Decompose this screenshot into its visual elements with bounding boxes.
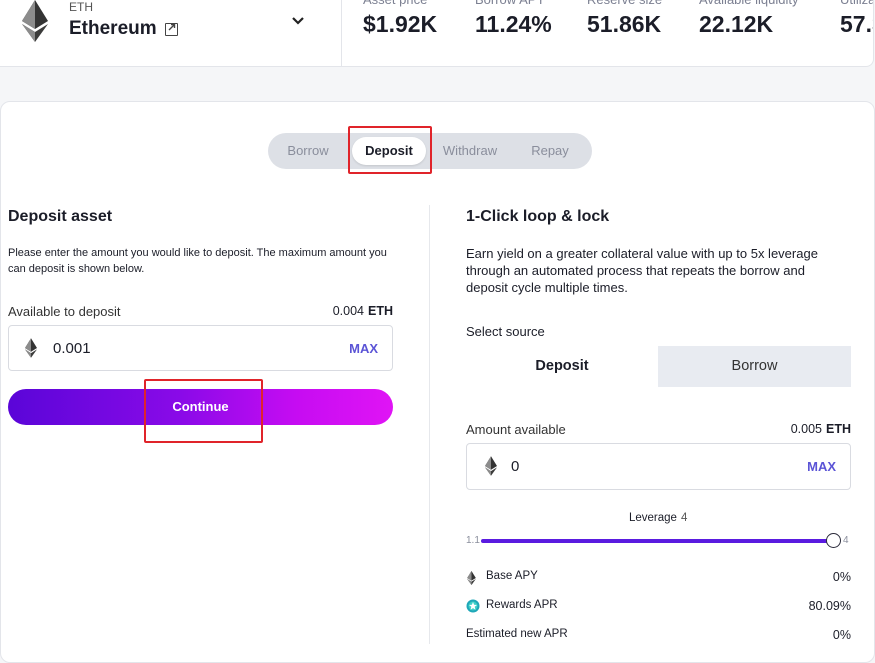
action-tabs: Borrow Deposit Withdraw Repay [268, 133, 592, 169]
stat-available-liquidity: Available liquidity 22.12K [699, 0, 799, 37]
select-source-label: Select source [466, 324, 545, 339]
leverage-slider-track[interactable] [481, 539, 831, 543]
amount-available: 0.005 ETH [791, 422, 851, 436]
ethereum-icon [25, 338, 37, 363]
base-apy-label: Base APY [486, 570, 538, 582]
base-apy-value: 0% [832, 570, 851, 584]
tab-withdraw[interactable]: Withdraw [442, 143, 498, 158]
asset-header: ETH Ethereum Asset price $1.92K Borrow A… [0, 0, 874, 67]
external-link-icon[interactable] [164, 22, 178, 36]
source-borrow-option[interactable]: Borrow [658, 346, 851, 387]
leverage-label: Leverage 4 [629, 512, 687, 524]
available-unit: ETH [368, 304, 393, 318]
loop-description: Earn yield on a greater collateral value… [466, 246, 818, 295]
stat-value: 57.3 [840, 11, 873, 37]
deposit-amount-input[interactable]: 0.001 [53, 340, 91, 357]
stat-label: Available liquidity [699, 0, 799, 8]
column-divider [429, 205, 430, 644]
amount-available-value: 0.005 [790, 422, 822, 436]
loop-amount-input[interactable]: 0 [511, 458, 520, 475]
asset-symbol: ETH [69, 0, 93, 14]
stat-reserve-size: Reserve size 51.86K [587, 0, 662, 37]
stat-value: 11.24% [475, 11, 552, 37]
stat-label: Utiliza [840, 0, 873, 8]
chevron-down-icon[interactable] [290, 13, 306, 34]
stat-label: Asset price [363, 0, 437, 8]
leverage-title: Leverage [629, 512, 677, 524]
deposit-amount-field[interactable]: 0.001 MAX [8, 325, 393, 371]
stat-value: 22.12K [699, 11, 774, 37]
estimated-apr-value: 0% [832, 628, 851, 642]
asset-name: Ethereum [69, 18, 157, 39]
leverage-max: 4 [843, 535, 849, 546]
stat-value: 51.86K [587, 11, 662, 37]
available-label: Available to deposit [8, 304, 121, 319]
available-value: 0.004 [332, 304, 364, 318]
asset-selector[interactable] [22, 0, 48, 46]
ethereum-icon [22, 0, 48, 47]
ethereum-icon [467, 571, 476, 590]
stat-borrow-apy: Borrow APY 11.24% [475, 0, 552, 37]
max-button[interactable]: MAX [349, 341, 378, 356]
header-divider [341, 0, 342, 66]
continue-button[interactable]: Continue [8, 389, 393, 425]
ethereum-icon [485, 456, 497, 481]
rewards-apr-label: Rewards APR [486, 599, 558, 611]
leverage-min: 1.1 [466, 535, 480, 546]
rewards-apr-value: 80.09% [808, 599, 851, 613]
source-deposit-option[interactable]: Deposit [466, 346, 658, 387]
loop-max-button[interactable]: MAX [807, 459, 836, 474]
rewards-icon [466, 599, 480, 618]
leverage-slider-handle[interactable] [826, 533, 841, 548]
stat-asset-price: Asset price $1.92K [363, 0, 437, 37]
leverage-value: 4 [680, 512, 688, 524]
available-amount: 0.004 ETH [333, 304, 393, 318]
stat-utilization: Utiliza 57.3 [840, 0, 873, 37]
stat-label: Reserve size [587, 0, 662, 8]
tab-deposit[interactable]: Deposit [352, 137, 426, 165]
deposit-title: Deposit asset [8, 208, 113, 225]
tab-repay[interactable]: Repay [531, 143, 569, 158]
stat-value: $1.92K [363, 11, 438, 37]
deposit-description: Please enter the amount you would like t… [8, 247, 387, 275]
tab-borrow[interactable]: Borrow [287, 143, 329, 158]
loop-amount-field[interactable]: 0 MAX [466, 443, 851, 490]
loop-title: 1-Click loop & lock [466, 208, 610, 225]
stat-label: Borrow APY [475, 0, 552, 8]
amount-available-unit: ETH [826, 422, 851, 436]
amount-available-label: Amount available [466, 422, 566, 437]
estimated-apr-label: Estimated new APR [466, 628, 568, 640]
